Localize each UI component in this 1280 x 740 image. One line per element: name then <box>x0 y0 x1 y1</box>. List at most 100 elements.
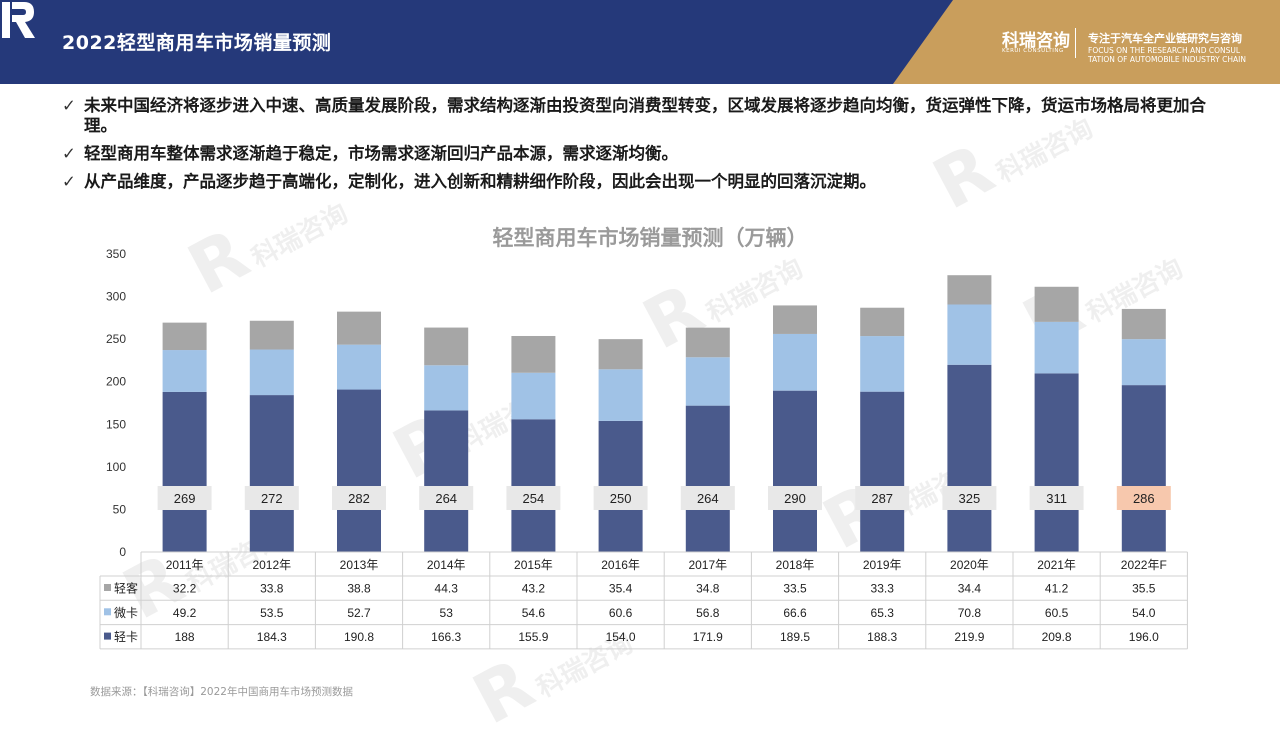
brand-slogan-en-line1: FOCUS ON THE RESEARCH AND CONSUL <box>1088 46 1241 55</box>
brand-subtitle: KERUI CONSULTING <box>1002 48 1064 54</box>
bar-segment-轻客 <box>249 320 294 350</box>
legend-label: 微卡 <box>114 606 138 620</box>
check-icon: ✓ <box>62 96 76 115</box>
x-category-label: 2013年 <box>340 558 379 572</box>
brand-name: 科瑞咨询 <box>1002 31 1070 51</box>
table-cell-value: 189.5 <box>780 630 810 644</box>
brand-background <box>893 0 1280 84</box>
total-label: 264 <box>435 491 457 506</box>
y-tick-label: 100 <box>106 460 126 474</box>
x-category-label: 2011年 <box>166 558 204 572</box>
total-label-box <box>768 486 822 510</box>
y-tick-label: 0 <box>119 545 126 559</box>
bar-segment-轻客 <box>162 322 207 351</box>
total-label: 272 <box>261 491 283 506</box>
table-cell-value: 32.2 <box>173 582 197 596</box>
x-category-label: 2021年 <box>1037 558 1076 572</box>
bar-segment-微卡 <box>947 304 992 365</box>
table-cell-value: 196.0 <box>1129 630 1159 644</box>
bar-segment-微卡 <box>249 349 294 396</box>
table-cell-value: 49.2 <box>173 606 197 620</box>
table-cell-value: 53 <box>440 606 454 620</box>
bullet-item: ✓ 轻型商用车整体需求逐渐趋于稳定，市场需求逐渐回归产品本源，需求逐渐均衡。 <box>62 144 1222 164</box>
total-label-box <box>244 486 299 510</box>
total-label: 287 <box>871 491 893 506</box>
kerui-logo-icon <box>2 2 35 38</box>
bar-segment-轻卡 <box>424 410 469 552</box>
table-cell-value: 188.3 <box>867 630 897 644</box>
total-label-box <box>1116 486 1171 510</box>
chart-title: 轻型商用车市场销量预测（万辆） <box>492 226 808 250</box>
bar-segment-轻客 <box>685 327 730 358</box>
table-cell-value: 54.0 <box>1132 606 1156 620</box>
table-cell-value: 34.4 <box>958 582 982 596</box>
x-category-label: 2018年 <box>776 558 815 572</box>
x-category-label: 2016年 <box>601 558 640 572</box>
data-source-note: 数据来源：【科瑞咨询】2022年中国商用车市场预测数据 <box>90 686 353 698</box>
total-label-box <box>506 486 561 510</box>
bar-segment-微卡 <box>337 344 381 390</box>
bar-segment-轻客 <box>337 311 381 345</box>
brand-slogan-en-line2: TATION OF AUTOMOBILE INDUSTRY CHAIN <box>1088 55 1246 64</box>
table-cell-value: 33.3 <box>871 582 895 596</box>
total-label: 311 <box>1046 491 1067 506</box>
check-icon: ✓ <box>62 144 76 163</box>
table-cell-value: 54.6 <box>522 606 546 620</box>
table-cell-value: 33.5 <box>783 582 807 596</box>
table-cell-value: 44.3 <box>435 582 459 596</box>
table-cell-value: 53.5 <box>260 606 284 620</box>
bar-segment-微卡 <box>1121 339 1166 386</box>
bullet-list: ✓ 未来中国经济将逐步进入中速、高质量发展阶段，需求结构逐渐由投资型向消费型转变… <box>62 96 1222 200</box>
bar-segment-微卡 <box>1034 321 1079 374</box>
table-cell-value: 66.6 <box>783 606 807 620</box>
bar-segment-轻卡 <box>337 389 381 552</box>
table-cell-value: 35.4 <box>609 582 633 596</box>
total-label-box <box>157 486 212 510</box>
table-cell-value: 166.3 <box>431 630 461 644</box>
bar-segment-轻客 <box>598 339 643 370</box>
y-tick-label: 300 <box>106 290 126 304</box>
legend-swatch <box>104 632 111 640</box>
table-cell-value: 65.3 <box>871 606 895 620</box>
y-tick-label: 200 <box>106 375 126 389</box>
table-cell-value: 43.2 <box>522 582 546 596</box>
bullet-text: 从产品维度，产品逐步趋于高端化，定制化，进入创新和精耕细作阶段，因此会出现一个明… <box>84 172 876 191</box>
bar-segment-轻客 <box>511 335 556 373</box>
total-label: 290 <box>784 491 806 506</box>
table-cell-value: 219.9 <box>954 630 984 644</box>
table-cell-value: 33.8 <box>260 582 284 596</box>
bar-segment-轻卡 <box>773 390 817 552</box>
bar-segment-轻卡 <box>860 391 905 552</box>
table-cell-value: 188 <box>175 630 195 644</box>
bar-segment-微卡 <box>424 365 469 411</box>
bar-segment-轻卡 <box>1034 373 1079 552</box>
x-category-label: 2022年F <box>1121 558 1167 572</box>
table-cell-value: 34.8 <box>696 582 720 596</box>
table-cell-value: 190.8 <box>344 630 374 644</box>
total-label-box <box>593 486 648 510</box>
total-label-box <box>855 486 910 510</box>
total-label-box <box>680 486 735 510</box>
table-cell-value: 171.9 <box>693 630 723 644</box>
x-category-label: 2017年 <box>688 558 727 572</box>
y-tick-label: 150 <box>106 417 126 431</box>
total-label: 286 <box>1133 491 1155 506</box>
x-category-label: 2012年 <box>252 558 291 572</box>
bar-segment-轻客 <box>1121 308 1166 340</box>
total-label: 269 <box>174 491 196 506</box>
table-cell-value: 60.5 <box>1045 606 1069 620</box>
legend-label: 轻卡 <box>114 630 138 644</box>
bar-segment-轻卡 <box>1121 385 1166 552</box>
bar-segment-轻客 <box>860 307 905 337</box>
table-cell-value: 38.8 <box>347 582 371 596</box>
bullet-item: ✓ 未来中国经济将逐步进入中速、高质量发展阶段，需求结构逐渐由投资型向消费型转变… <box>62 96 1222 136</box>
x-category-label: 2020年 <box>950 558 989 572</box>
total-label: 254 <box>523 491 545 506</box>
bar-segment-轻卡 <box>685 405 730 552</box>
total-label: 264 <box>697 491 719 506</box>
bar-segment-微卡 <box>773 333 817 391</box>
x-category-label: 2019年 <box>863 558 902 572</box>
table-cell-value: 155.9 <box>518 630 548 644</box>
y-tick-label: 250 <box>106 332 126 346</box>
total-label-box <box>332 486 386 510</box>
